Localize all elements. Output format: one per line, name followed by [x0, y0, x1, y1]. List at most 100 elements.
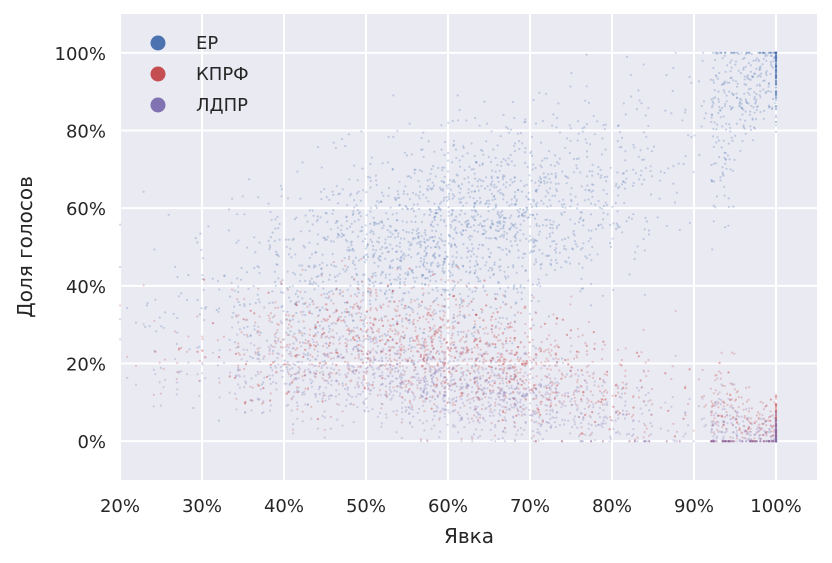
scatter-point [531, 367, 535, 370]
scatter-point [751, 117, 754, 120]
scatter-point [343, 310, 346, 313]
scatter-point [473, 381, 476, 384]
scatter-point [770, 65, 773, 68]
scatter-point [409, 347, 413, 350]
scatter-point [763, 109, 766, 112]
scatter-point [432, 165, 435, 168]
scatter-point [721, 415, 724, 418]
scatter-point [448, 197, 451, 201]
scatter-point [406, 175, 409, 178]
scatter-point [258, 334, 261, 337]
scatter-point [401, 317, 404, 320]
scatter-point [471, 437, 474, 440]
scatter-point [551, 227, 554, 230]
scatter-point [355, 295, 359, 298]
scatter-point [560, 372, 564, 375]
scatter-point [325, 196, 328, 199]
scatter-point [466, 348, 470, 351]
scatter-point [312, 344, 316, 347]
scatter-point [447, 233, 451, 236]
scatter-point [584, 379, 587, 382]
scatter-point [410, 153, 413, 156]
scatter-point [385, 367, 388, 370]
scatter-point [322, 287, 325, 290]
scatter-point [767, 89, 770, 93]
scatter-point [526, 216, 529, 219]
scatter-point [468, 249, 471, 252]
scatter-point [731, 139, 734, 142]
scatter-point [742, 124, 745, 127]
scatter-point [742, 420, 745, 423]
scatter-point [743, 425, 746, 428]
scatter-point [722, 81, 725, 85]
scatter-point [460, 382, 463, 385]
scatter-point [501, 210, 504, 213]
scatter-point [469, 255, 473, 258]
scatter-point [729, 168, 732, 171]
scatter-point [458, 303, 461, 306]
scatter-point [267, 202, 270, 205]
scatter-point [353, 263, 356, 266]
scatter-point [551, 383, 554, 386]
scatter-point [748, 386, 751, 389]
scatter-point [732, 94, 735, 97]
scatter-point [759, 400, 762, 403]
scatter-point [434, 212, 437, 215]
scatter-point [231, 197, 234, 200]
scatter-point [357, 291, 360, 294]
scatter-point [118, 318, 122, 321]
scatter-point [554, 353, 558, 356]
scatter-point [774, 74, 778, 78]
scatter-point [621, 409, 625, 412]
scatter-point [733, 51, 736, 54]
scatter-point [478, 197, 482, 200]
scatter-point [551, 416, 554, 419]
scatter-point [352, 249, 355, 252]
scatter-point [374, 318, 377, 321]
scatter-point [644, 114, 647, 117]
scatter-point [479, 339, 482, 342]
scatter-point [436, 264, 439, 268]
scatter-point [758, 66, 761, 69]
scatter-point [441, 189, 444, 192]
scatter-point [384, 352, 387, 356]
scatter-point [774, 403, 778, 406]
scatter-point [250, 399, 253, 402]
scatter-point [471, 364, 474, 368]
scatter-point [516, 243, 519, 247]
scatter-point [544, 176, 548, 179]
scatter-point [670, 112, 673, 115]
scatter-point [774, 440, 778, 443]
scatter-point [430, 341, 433, 344]
scatter-point [357, 311, 360, 314]
scatter-point [772, 430, 775, 433]
scatter-point [359, 315, 362, 319]
scatter-point [605, 192, 608, 195]
scatter-point [535, 205, 538, 208]
scatter-point [199, 232, 202, 235]
scatter-point [387, 218, 390, 221]
scatter-point [467, 222, 470, 225]
scatter-point [477, 367, 480, 370]
scatter-point [774, 437, 778, 440]
scatter-point [442, 363, 445, 366]
scatter-point [360, 280, 363, 283]
scatter-point [710, 414, 713, 417]
scatter-point [525, 206, 529, 209]
scatter-point [502, 368, 506, 371]
scatter-point [423, 249, 426, 253]
scatter-point [549, 343, 553, 346]
scatter-point [505, 408, 508, 411]
scatter-point [361, 229, 364, 232]
scatter-point [387, 319, 390, 322]
scatter-point [474, 202, 477, 205]
scatter-point [765, 73, 768, 77]
scatter-point [285, 318, 288, 321]
scatter-point [479, 200, 482, 203]
scatter-point [774, 395, 778, 398]
scatter-point [774, 59, 778, 62]
scatter-point [414, 366, 417, 369]
scatter-point [433, 309, 436, 312]
scatter-point [419, 304, 422, 307]
scatter-point [438, 202, 442, 205]
